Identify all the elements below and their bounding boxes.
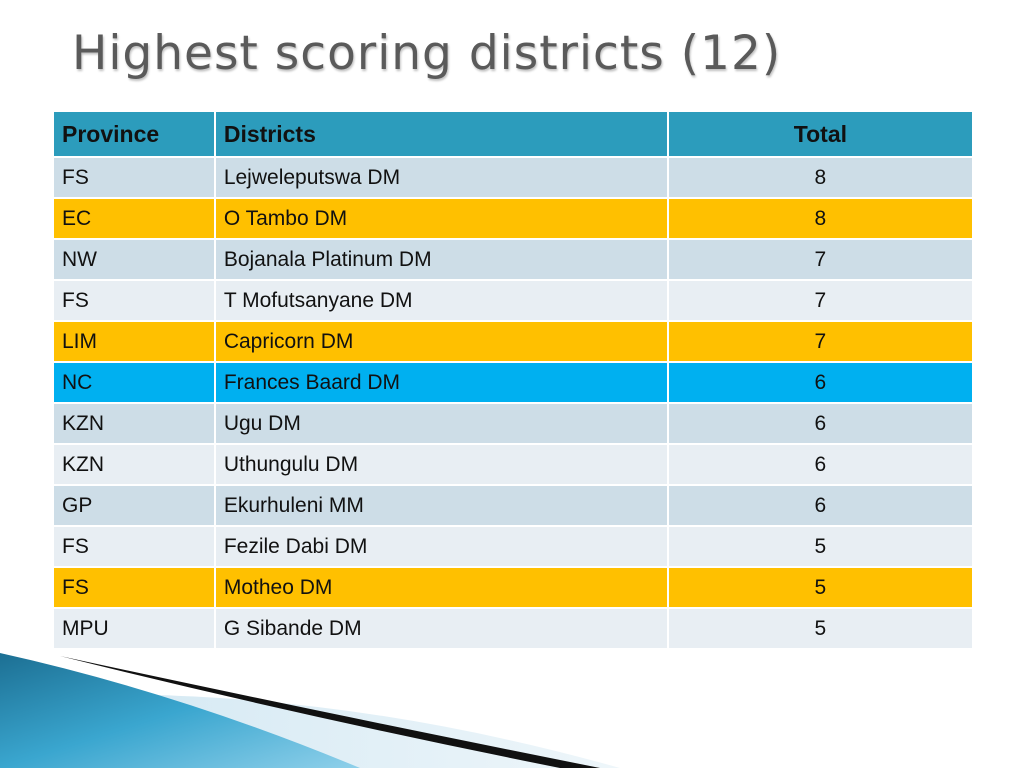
cell-province: MPU — [52, 607, 216, 650]
cell-district: O Tambo DM — [213, 197, 669, 240]
cell-province: NW — [52, 238, 216, 281]
header-province: Province — [52, 110, 216, 158]
table-header-row: Province Districts Total — [52, 110, 975, 158]
districts-table: Province Districts Total FS Lejweleputsw… — [52, 110, 975, 650]
cell-province: FS — [52, 525, 216, 568]
cell-total: 8 — [666, 156, 975, 199]
cell-province: FS — [52, 156, 216, 199]
cell-district: Lejweleputswa DM — [213, 156, 669, 199]
cell-district: Bojanala Platinum DM — [213, 238, 669, 281]
cell-province: KZN — [52, 443, 216, 486]
table-row: NC Frances Baard DM 6 — [52, 361, 975, 404]
cell-province: FS — [52, 279, 216, 322]
cell-total: 6 — [666, 484, 975, 527]
cell-district: Capricorn DM — [213, 320, 669, 363]
cell-total: 7 — [666, 279, 975, 322]
cell-province: NC — [52, 361, 216, 404]
table-row: KZN Ugu DM 6 — [52, 402, 975, 445]
cell-total: 5 — [666, 566, 975, 609]
table-row: GP Ekurhuleni MM 6 — [52, 484, 975, 527]
table-row: FS Fezile Dabi DM 5 — [52, 525, 975, 568]
cell-total: 7 — [666, 238, 975, 281]
cell-district: Ugu DM — [213, 402, 669, 445]
cell-province: GP — [52, 484, 216, 527]
cell-district: Ekurhuleni MM — [213, 484, 669, 527]
table-row: NW Bojanala Platinum DM 7 — [52, 238, 975, 281]
cell-total: 6 — [666, 361, 975, 404]
cell-total: 8 — [666, 197, 975, 240]
table-row: LIM Capricorn DM 7 — [52, 320, 975, 363]
cell-district: Motheo DM — [213, 566, 669, 609]
header-total: Total — [666, 110, 975, 158]
corner-swoosh-decoration — [0, 653, 620, 768]
cell-total: 6 — [666, 402, 975, 445]
cell-district: Frances Baard DM — [213, 361, 669, 404]
table-row: FS Motheo DM 5 — [52, 566, 975, 609]
cell-total: 6 — [666, 443, 975, 486]
table-row: FS T Mofutsanyane DM 7 — [52, 279, 975, 322]
table-row: KZN Uthungulu DM 6 — [52, 443, 975, 486]
cell-total: 5 — [666, 607, 975, 650]
cell-district: G Sibande DM — [213, 607, 669, 650]
cell-total: 7 — [666, 320, 975, 363]
cell-province: FS — [52, 566, 216, 609]
cell-total: 5 — [666, 525, 975, 568]
blue-swoosh — [0, 653, 360, 768]
slide-title: Highest scoring districts (12) — [72, 26, 782, 81]
table-row: EC O Tambo DM 8 — [52, 197, 975, 240]
cell-district: T Mofutsanyane DM — [213, 279, 669, 322]
cell-province: KZN — [52, 402, 216, 445]
cell-district: Uthungulu DM — [213, 443, 669, 486]
table-row: MPU G Sibande DM 5 — [52, 607, 975, 650]
cell-province: LIM — [52, 320, 216, 363]
cell-district: Fezile Dabi DM — [213, 525, 669, 568]
header-districts: Districts — [213, 110, 669, 158]
table-row: FS Lejweleputswa DM 8 — [52, 156, 975, 199]
cell-province: EC — [52, 197, 216, 240]
